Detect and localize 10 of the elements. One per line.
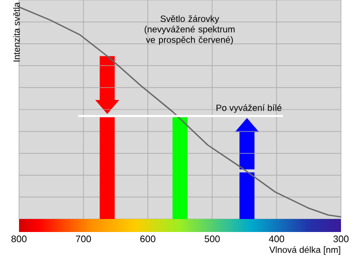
- x-tick-label: 600: [140, 236, 156, 242]
- annotation: Světlo žárovky (nevyvážené spektrum ve prospěch červené): [144, 15, 235, 45]
- y-axis-title: Intenzita světla: [13, 2, 20, 62]
- x-tick-label: 400: [268, 236, 284, 242]
- x-axis-title: Vlnová délka [nm]: [269, 246, 340, 255]
- series-label: Po vyvážení bílé: [216, 104, 282, 113]
- x-tick-label: 300: [333, 236, 349, 242]
- x-tick-label: 700: [76, 236, 91, 242]
- x-tick-label: 500: [204, 236, 220, 242]
- x-tick-label: 800: [11, 236, 27, 242]
